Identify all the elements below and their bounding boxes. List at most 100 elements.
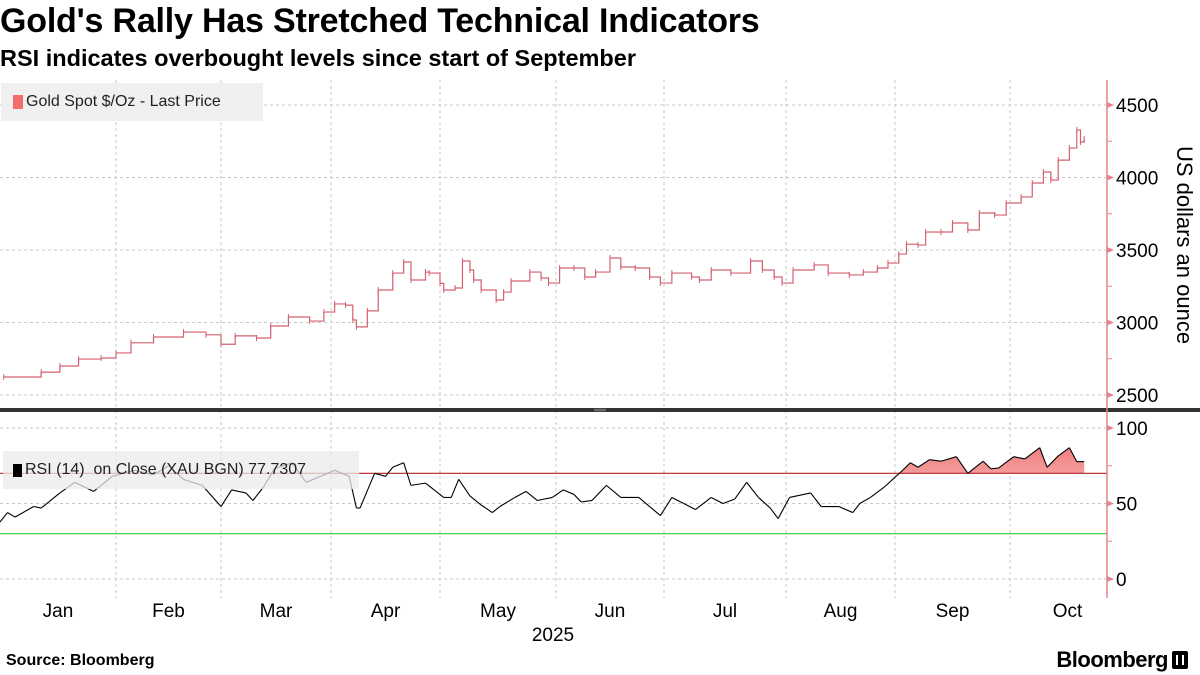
rsi-segment (537, 496, 553, 502)
rsi-segment (469, 495, 482, 506)
month-label: Jul (713, 601, 737, 622)
price-step (782, 270, 794, 284)
rsi-segment (7, 512, 16, 518)
rsi-segment (1057, 447, 1070, 457)
source-note: Source: Bloomberg (6, 652, 155, 669)
rsi-segment (884, 469, 904, 488)
price-step (356, 310, 368, 328)
rsi-segment (982, 460, 992, 470)
rsi-segment (1039, 447, 1048, 468)
price-step (952, 222, 969, 230)
price-step (1050, 160, 1059, 181)
rsi-segment (591, 485, 607, 501)
price-panel (3, 126, 1085, 381)
price-step (153, 332, 185, 338)
rsi-segment (220, 489, 233, 507)
rsi-segment (14, 506, 34, 518)
rsi-segment (638, 497, 650, 507)
rsi-tick-label: 0 (1116, 570, 1127, 591)
price-step (403, 261, 412, 281)
price-step (1076, 129, 1082, 142)
rsi-segment (385, 466, 394, 477)
rsi-segment (695, 497, 712, 510)
rsi-segment (803, 492, 811, 495)
price-step (235, 335, 258, 339)
rsi-segment (902, 462, 911, 471)
panel-separator[interactable] (0, 408, 1200, 412)
price-step (967, 213, 980, 231)
price-step (774, 276, 783, 284)
price-step (378, 273, 394, 291)
price-step (183, 331, 207, 335)
rsi-segment (1046, 455, 1059, 468)
rsi-segment (769, 507, 779, 519)
price-step (367, 290, 379, 312)
price-step (410, 272, 427, 281)
price-step (635, 267, 651, 277)
rsi-segment (1013, 456, 1025, 460)
rsi-segment (940, 456, 957, 462)
price-tick-marker (1107, 319, 1114, 326)
rsi-segment (671, 496, 684, 504)
price-tick-label: 3000 (1116, 314, 1158, 335)
price-step (750, 260, 763, 271)
month-label: Jan (43, 601, 74, 622)
price-step (1006, 196, 1022, 204)
rsi-segment (789, 493, 804, 498)
rsi-segment (480, 504, 493, 514)
x-axis: Jan Feb Mar Apr May Jun Jul Aug Sep Oct (43, 601, 1083, 622)
month-label: Feb (152, 601, 185, 622)
price-step (392, 262, 405, 274)
price-step (270, 316, 290, 327)
rsi-segment (359, 473, 376, 509)
price-step (101, 352, 117, 359)
rsi-segment (458, 479, 471, 497)
price-step (78, 358, 102, 360)
price-tick-marker (1107, 247, 1114, 253)
price-step (116, 342, 132, 354)
price-step (711, 269, 732, 274)
rsi-segment (917, 459, 930, 468)
price-step (288, 316, 311, 322)
price-step (469, 269, 475, 281)
y-axis: 4500 4000 3500 3000 2500 100 50 0 (1106, 80, 1158, 598)
rsi-segment (649, 506, 661, 517)
price-tick-label: 4500 (1116, 96, 1158, 117)
rsi-segment (231, 489, 246, 494)
rsi-segment (252, 486, 265, 501)
rsi-segment (722, 498, 736, 505)
rsi-segment (929, 459, 942, 462)
bloomberg-logo: Bloomberg (1056, 647, 1168, 672)
price-step (548, 267, 561, 284)
rsi-segment (683, 503, 696, 511)
price-step (979, 212, 996, 216)
price-step (849, 272, 864, 276)
price-step (793, 264, 815, 271)
rsi-segment (450, 479, 460, 498)
price-step (620, 266, 636, 268)
price-legend-label: Gold Spot $/Oz - Last Price (26, 93, 221, 110)
price-step (730, 261, 752, 274)
separator-grip-icon[interactable] (594, 408, 606, 412)
rsi-segment (734, 482, 748, 500)
price-step (429, 272, 441, 284)
price-step (649, 276, 661, 284)
rsi-segment (551, 489, 564, 498)
rsi-segment (514, 490, 527, 498)
rsi-segment (810, 492, 822, 507)
price-tick-label: 2500 (1116, 386, 1158, 407)
rsi-segment (562, 489, 575, 495)
price-step (1043, 171, 1052, 180)
price-step (221, 335, 236, 345)
rsi-segment (758, 497, 771, 509)
price-step (828, 272, 850, 275)
price-step (443, 287, 456, 291)
price-step (454, 261, 464, 289)
price-step (256, 325, 272, 339)
price-tick-label: 4000 (1116, 169, 1158, 190)
price-step (334, 303, 347, 306)
price-step (1032, 171, 1044, 184)
price-step (41, 366, 61, 373)
rsi-segment (967, 460, 984, 474)
